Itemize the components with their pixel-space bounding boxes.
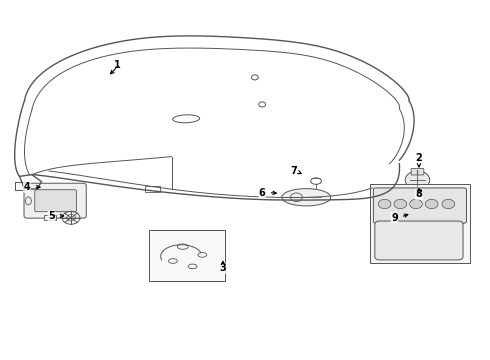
Bar — [145, 186, 160, 192]
Circle shape — [394, 199, 407, 209]
FancyBboxPatch shape — [375, 221, 463, 260]
FancyBboxPatch shape — [35, 190, 76, 212]
FancyBboxPatch shape — [24, 183, 86, 218]
Bar — [44, 215, 56, 220]
Text: 7: 7 — [291, 166, 297, 176]
Circle shape — [378, 199, 391, 209]
Circle shape — [425, 199, 438, 209]
Text: 6: 6 — [259, 188, 266, 198]
Text: 4: 4 — [24, 182, 30, 192]
FancyBboxPatch shape — [411, 168, 424, 175]
Bar — [370, 184, 470, 263]
Text: 5: 5 — [48, 211, 55, 221]
Text: 1: 1 — [114, 60, 121, 70]
Text: 8: 8 — [416, 189, 422, 199]
Circle shape — [410, 199, 422, 209]
Circle shape — [405, 171, 430, 189]
Ellipse shape — [282, 189, 331, 206]
Text: 9: 9 — [391, 213, 398, 223]
Circle shape — [442, 199, 455, 209]
Text: 2: 2 — [416, 153, 422, 163]
FancyBboxPatch shape — [373, 188, 466, 223]
Text: 3: 3 — [220, 263, 226, 273]
Bar — [149, 230, 225, 281]
